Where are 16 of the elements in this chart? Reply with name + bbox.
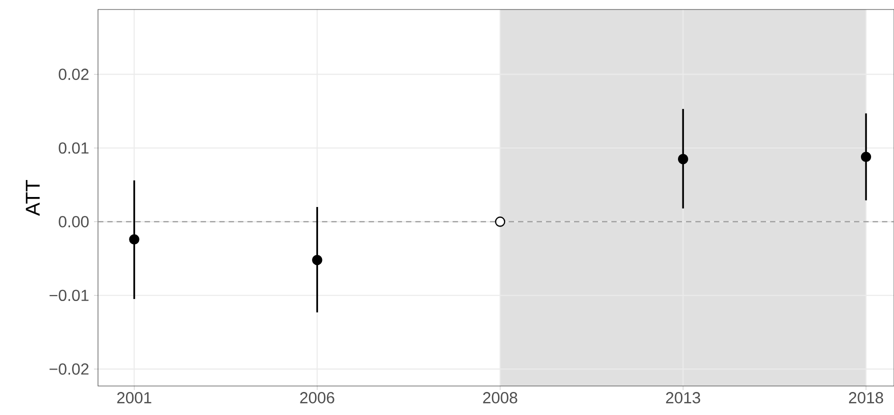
x-tick-label: 2006 (300, 392, 334, 404)
y-tick-label: 0.02 (58, 68, 88, 80)
x-tick-label: 2001 (117, 392, 152, 404)
y-tick-label: 0.01 (58, 142, 88, 154)
y-tick-label: 0.00 (58, 216, 89, 228)
x-tick-label: 2008 (483, 392, 518, 404)
x-tick-label: 2018 (849, 392, 884, 404)
point (312, 254, 322, 266)
x-tick-label: 2013 (666, 392, 700, 404)
point (678, 154, 688, 164)
y-axis-title: ATT (26, 180, 40, 216)
point (494, 216, 506, 227)
point (860, 152, 872, 162)
y-tick-label: −0.01 (50, 290, 88, 302)
point (129, 234, 140, 245)
y-tick-label: −0.02 (50, 363, 88, 375)
